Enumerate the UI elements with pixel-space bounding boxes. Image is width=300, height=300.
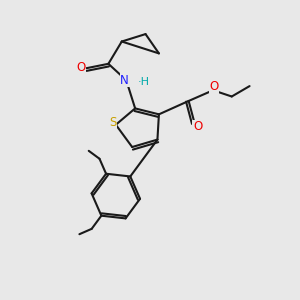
Text: S: S (109, 116, 116, 129)
Text: N: N (120, 74, 129, 87)
Text: O: O (193, 120, 202, 133)
Text: O: O (76, 61, 86, 74)
Text: ·H: ·H (137, 76, 149, 87)
Text: O: O (209, 80, 218, 94)
